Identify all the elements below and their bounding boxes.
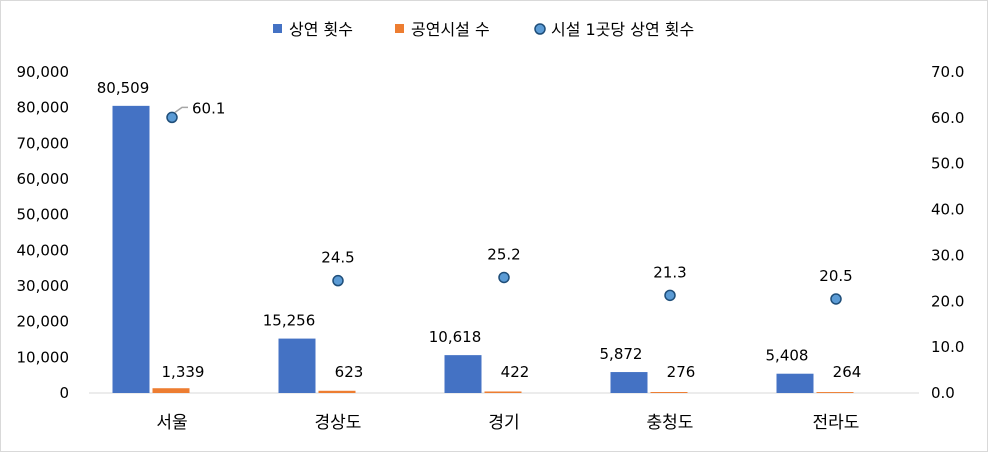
bar-series2 [816, 392, 854, 393]
data-label-series1: 15,256 [263, 312, 316, 330]
data-label-series1: 5,408 [766, 347, 809, 365]
y-tick-label: 30,000 [17, 277, 70, 295]
x-axis: 서울 경상도 경기 충청도 전라도 [156, 413, 859, 433]
y-axis-right: 0.0 10.0 20.0 30.0 40.0 50.0 60.0 70.0 [931, 63, 964, 402]
bars [112, 105, 854, 394]
legend-swatch [273, 24, 282, 33]
y2-tick-label: 70.0 [931, 63, 964, 81]
data-label-series2: 1,339 [162, 363, 205, 381]
leader-line [174, 106, 188, 114]
markers [166, 111, 842, 305]
y2-tick-label: 60.0 [931, 109, 964, 127]
y-tick-label: 70,000 [17, 134, 70, 152]
data-label-series3: 21.3 [653, 263, 686, 281]
bar-series1 [444, 355, 482, 393]
data-label-series1: 80,509 [97, 79, 150, 97]
data-label-series1: 5,872 [600, 345, 643, 363]
y2-tick-label: 0.0 [931, 384, 955, 402]
y-tick-label: 60,000 [17, 170, 70, 188]
legend-swatch [395, 24, 404, 33]
y2-tick-label: 30.0 [931, 246, 964, 264]
bar-series1 [278, 338, 316, 393]
marker-series3 [332, 274, 344, 287]
data-label-series2: 276 [667, 363, 696, 381]
bar-series2 [650, 392, 688, 393]
y-tick-label: 40,000 [17, 241, 70, 259]
y-tick-label: 0 [59, 384, 69, 402]
y-tick-label: 20,000 [17, 313, 70, 331]
marker-series3 [664, 289, 676, 302]
y-tick-label: 50,000 [17, 206, 70, 224]
marker-series3 [166, 111, 178, 124]
data-label-series2: 623 [335, 363, 364, 381]
legend-swatch [534, 23, 546, 35]
data-labels: 80,509 1,339 60.1 15,256 623 24.5 10,618 422 25.… [97, 79, 862, 381]
y2-tick-label: 40.0 [931, 201, 964, 219]
y-axis-left: 0 10,000 20,000 30,000 40,000 50,000 60,000 70,… [17, 63, 70, 402]
y-tick-label: 90,000 [17, 63, 70, 81]
x-category-label: 충청도 [647, 413, 694, 433]
data-label-series3: 25.2 [487, 245, 520, 263]
data-label-series3: 20.5 [819, 267, 852, 285]
marker-series3 [830, 293, 842, 305]
y2-tick-label: 10.0 [931, 338, 964, 356]
marker-series3 [498, 271, 510, 284]
legend-label: 공연시설 수 [411, 20, 490, 39]
bar-series2 [484, 391, 522, 393]
bar-series2 [152, 388, 190, 393]
bar-series1 [112, 105, 150, 394]
bar-series1 [776, 373, 814, 393]
x-category-label: 경기 [488, 413, 519, 433]
legend-label: 상연 횟수 [289, 20, 353, 39]
x-category-label: 서울 [156, 413, 187, 433]
bar-series1 [610, 372, 648, 393]
y-tick-label: 80,000 [17, 99, 70, 117]
bar-series2 [318, 390, 356, 393]
data-label-series1: 10,618 [429, 328, 482, 346]
x-category-label: 경상도 [315, 413, 362, 433]
data-label-series3: 60.1 [192, 99, 225, 117]
data-label-series3: 24.5 [321, 249, 354, 267]
y2-tick-label: 50.0 [931, 155, 964, 173]
x-category-label: 전라도 [813, 413, 860, 433]
legend-label: 시설 1곳당 상연 횟수 [551, 20, 694, 39]
data-label-series2: 264 [833, 363, 862, 381]
data-label-series2: 422 [501, 363, 530, 381]
y-tick-label: 10,000 [17, 348, 70, 366]
legend: 상연 횟수 공연시설 수 시설 1곳당 상연 횟수 [273, 20, 694, 39]
y2-tick-label: 20.0 [931, 292, 964, 310]
